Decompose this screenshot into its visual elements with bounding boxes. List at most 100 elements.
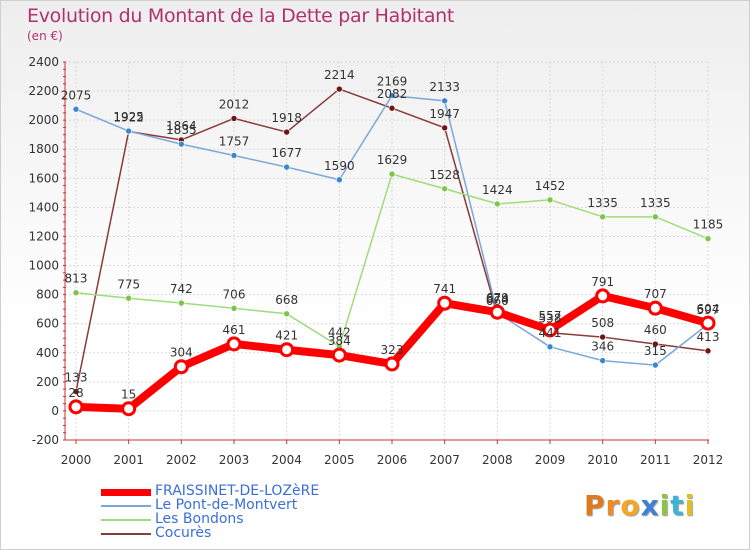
y-tick-label: 800	[36, 288, 59, 302]
data-point	[494, 200, 501, 208]
data-point	[331, 347, 347, 363]
data-point	[283, 128, 290, 136]
legend-swatch-pont-de-montvert	[101, 505, 151, 507]
data-point	[279, 342, 295, 358]
y-tick-label: 200	[36, 375, 59, 389]
data-point	[441, 124, 448, 132]
data-point	[178, 140, 185, 148]
data-label: 413	[697, 330, 720, 344]
data-point	[489, 304, 505, 320]
data-label: 1947	[429, 107, 460, 121]
data-label: 538	[539, 312, 562, 326]
x-tick-label: 2002	[166, 453, 197, 467]
data-label: 1677	[271, 146, 302, 160]
chart-subtitle: (en €)	[27, 29, 63, 43]
data-point	[595, 288, 611, 304]
data-point	[437, 295, 453, 311]
data-label: 315	[644, 344, 667, 358]
logo-letter: o	[620, 489, 641, 522]
y-tick-label: 1600	[28, 171, 59, 185]
data-label: 508	[591, 316, 614, 330]
data-point	[121, 401, 137, 417]
x-tick-label: 2004	[271, 453, 302, 467]
data-label: 442	[328, 326, 351, 340]
data-label: 15	[121, 388, 136, 402]
data-label: 1864	[166, 119, 197, 133]
data-point	[68, 399, 84, 415]
data-point	[388, 170, 396, 178]
data-label: 461	[223, 323, 246, 337]
y-tick-label: 1800	[28, 142, 59, 156]
data-label: 706	[223, 287, 246, 301]
data-label: 1925	[113, 110, 144, 124]
data-labels: 133 1922 1864 2012 1918 2214 2082 1947 660 538 508…	[61, 68, 724, 402]
data-label: 741	[433, 282, 456, 296]
data-point	[336, 85, 343, 93]
data-point	[704, 347, 712, 355]
data-point	[226, 336, 242, 352]
data-label: 2012	[219, 97, 250, 111]
data-label: 1528	[429, 168, 460, 182]
data-point	[72, 289, 80, 297]
proxiti-logo: Proxiti	[584, 489, 695, 522]
data-label: 2133	[429, 80, 460, 94]
data-point	[652, 361, 659, 369]
data-point	[125, 127, 132, 135]
y-tick-label: 1400	[28, 200, 59, 214]
x-tick-label: 2010	[587, 453, 618, 467]
data-point	[599, 357, 606, 364]
legend-swatch-fraissinet	[101, 489, 151, 496]
x-tick-label: 2005	[324, 453, 355, 467]
series-points	[68, 85, 716, 417]
data-point	[599, 213, 606, 221]
data-label: 441	[539, 326, 562, 340]
y-tick-label: -200	[32, 433, 59, 447]
x-tick-label: 2007	[429, 453, 460, 467]
data-label: 28	[68, 386, 83, 400]
data-point	[72, 388, 80, 395]
x-tick-label: 2011	[640, 453, 671, 467]
y-tick-label: 1200	[28, 229, 59, 243]
data-point	[230, 304, 238, 312]
data-label: 668	[275, 293, 298, 307]
x-tick-label: 2006	[377, 453, 408, 467]
data-label: 1335	[587, 196, 618, 210]
data-label: 597	[697, 303, 720, 317]
axes: -200 0 200 400 600 800 1000 1200 1400 1600 1800 200…	[28, 55, 723, 467]
data-label: 557	[539, 309, 562, 323]
data-label: 1835	[166, 123, 197, 137]
logo-letter: i	[684, 489, 696, 522]
data-label: 742	[170, 282, 193, 296]
data-point	[388, 104, 396, 112]
legend-label-cocures: Cocurès	[155, 525, 212, 541]
logo-letter: i	[659, 489, 671, 522]
y-tick-label: 2200	[28, 84, 59, 98]
logo-letter: P	[584, 489, 606, 522]
data-label: 2214	[324, 68, 355, 82]
data-label: 1918	[271, 111, 302, 125]
data-label: 604	[697, 302, 720, 316]
data-label: 323	[381, 343, 404, 357]
legend-label-pont-de-montvert: Le Pont-de-Montvert	[155, 497, 298, 513]
data-label: 674	[486, 292, 509, 306]
data-label: 1335	[640, 196, 671, 210]
data-point	[700, 315, 716, 331]
data-point	[542, 322, 558, 338]
data-point	[283, 310, 290, 318]
x-tick-label: 2001	[113, 453, 144, 467]
logo-letter: t	[670, 489, 685, 522]
data-label: 1452	[535, 179, 566, 193]
data-point	[283, 163, 290, 171]
legend-label-fraissinet: FRAISSINET-DE-LOZèRE	[155, 483, 320, 499]
data-point	[704, 235, 712, 242]
data-point	[125, 294, 132, 302]
data-point	[599, 333, 606, 341]
data-point	[384, 356, 400, 372]
data-label: 1590	[324, 159, 355, 173]
data-point	[652, 213, 659, 221]
data-point	[546, 196, 554, 204]
data-point	[441, 97, 448, 105]
y-tick-label: 2400	[28, 55, 59, 69]
